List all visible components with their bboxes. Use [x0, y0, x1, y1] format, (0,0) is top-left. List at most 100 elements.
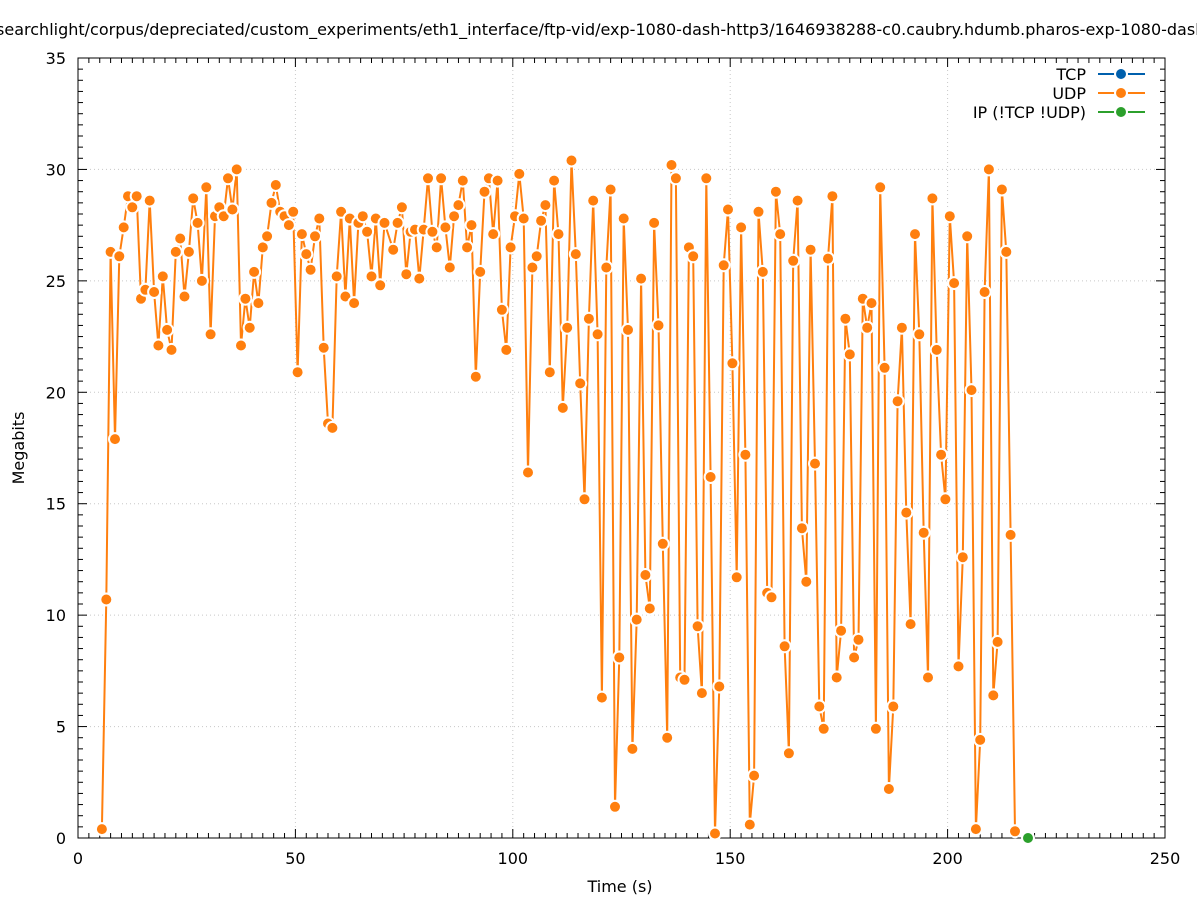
data-point: [890, 394, 905, 409]
data-point: [981, 162, 996, 177]
data-point: [603, 182, 618, 197]
data-point: [908, 227, 922, 242]
data-point: [199, 180, 214, 195]
x-tick-label: 150: [715, 849, 746, 868]
data-point: [999, 244, 1014, 259]
series-2: [1021, 831, 1035, 845]
data-point: [142, 193, 157, 208]
data-point: [938, 492, 953, 507]
data-point: [221, 171, 235, 186]
data-point: [451, 198, 466, 213]
data-point: [194, 273, 209, 288]
data-point: [168, 244, 183, 259]
data-point: [847, 650, 862, 665]
data-point: [373, 278, 388, 293]
data-point: [955, 550, 970, 565]
data-point: [281, 218, 296, 233]
data-point: [903, 617, 918, 632]
data-point: [1021, 831, 1035, 845]
data-point: [968, 822, 983, 837]
data-point: [768, 184, 783, 199]
data-point: [716, 258, 731, 273]
data-point: [916, 525, 931, 540]
data-point: [399, 267, 414, 282]
data-point: [242, 320, 257, 335]
data-point: [877, 360, 892, 375]
data-point: [247, 264, 262, 279]
data-point: [251, 296, 266, 311]
data-point: [234, 338, 248, 353]
data-point: [329, 269, 344, 284]
data-point: [155, 269, 170, 284]
data-point: [786, 253, 801, 268]
data-point: [912, 327, 927, 342]
data-point: [790, 193, 805, 208]
data-point: [377, 215, 392, 230]
data-point: [316, 340, 331, 355]
data-point: [490, 173, 505, 188]
data-point: [964, 383, 979, 398]
data-point: [577, 492, 592, 507]
y-tick-label: 0: [56, 829, 66, 848]
data-point: [299, 247, 314, 262]
legend-swatch-marker: [1114, 105, 1128, 119]
data-point: [164, 342, 179, 357]
data-point: [347, 296, 362, 311]
y-tick-label: 5: [56, 718, 66, 737]
data-point: [512, 166, 527, 181]
data-point: [386, 242, 401, 257]
data-point: [781, 746, 796, 761]
data-point: [773, 227, 788, 242]
y-tick-label: 30: [46, 160, 66, 179]
data-point: [525, 260, 540, 275]
data-point: [690, 619, 705, 634]
data-point: [412, 271, 427, 286]
data-point: [468, 369, 483, 384]
data-point: [1003, 527, 1018, 542]
data-point: [516, 211, 531, 226]
y-tick-label: 35: [46, 49, 66, 68]
data-point: [355, 209, 370, 224]
series-layer: [94, 153, 1035, 845]
data-point: [921, 670, 935, 685]
data-point: [581, 311, 596, 326]
data-point: [868, 721, 883, 736]
data-point: [660, 730, 675, 745]
data-point: [429, 240, 444, 255]
data-point: [325, 420, 340, 435]
y-tick-label: 15: [46, 495, 66, 514]
data-point: [834, 623, 849, 638]
data-point: [460, 240, 475, 255]
data-point: [203, 327, 218, 342]
data-point: [312, 211, 327, 226]
data-point: [829, 670, 844, 685]
series-1: [94, 153, 1022, 841]
data-point: [394, 200, 409, 215]
x-tick-label: 50: [285, 849, 305, 868]
data-point: [616, 211, 631, 226]
data-point: [442, 260, 457, 275]
x-axis-label: Time (s): [586, 877, 652, 896]
data-point: [694, 686, 709, 701]
data-point: [421, 171, 435, 186]
legend-swatch-marker: [1114, 86, 1128, 100]
data-point: [494, 302, 509, 317]
data-point: [473, 264, 488, 279]
data-point: [799, 574, 814, 589]
data-point: [268, 178, 283, 192]
data-point: [573, 376, 588, 391]
data-point: [738, 447, 753, 462]
data-point: [977, 285, 992, 299]
data-point: [642, 601, 657, 616]
data-point: [825, 189, 840, 204]
data-point: [99, 592, 114, 607]
data-point: [599, 260, 614, 275]
axes: 0 50 100 150 200 250 0 5 10 15 20 25 30 35: [46, 49, 1181, 868]
data-point: [560, 320, 575, 335]
data-point: [960, 229, 975, 244]
data-point: [899, 505, 914, 520]
data-point: [568, 247, 583, 262]
data-point: [629, 612, 644, 627]
x-tick-label: 200: [932, 849, 963, 868]
